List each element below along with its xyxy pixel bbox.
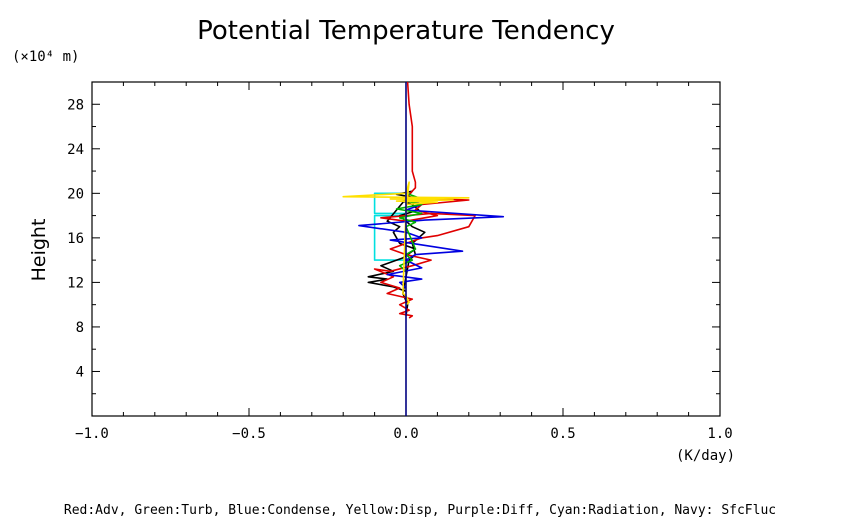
x-tick-label: 0.0 — [393, 426, 418, 442]
y-tick-label: 4 — [76, 364, 84, 380]
series-line-blue — [358, 198, 505, 289]
y-tick-label: 24 — [67, 142, 84, 158]
y-tick-label: 8 — [76, 320, 84, 336]
y-tick-label: 20 — [67, 186, 84, 202]
legend-caption: Red:Adv, Green:Turb, Blue:Condense, Yell… — [64, 503, 776, 518]
y-tick-label: 16 — [67, 231, 84, 247]
x-tick-label: 0.5 — [550, 426, 575, 442]
x-tick-label: −0.5 — [232, 426, 266, 442]
x-tick-label: 1.0 — [707, 426, 732, 442]
y-unit-label: (×10⁴ m) — [12, 49, 79, 65]
x-axis-label: (K/day) — [676, 448, 735, 464]
x-tick-label: −1.0 — [75, 426, 109, 442]
chart-title: Potential Temperature Tendency — [197, 16, 615, 46]
y-axis-label: Height — [28, 219, 50, 282]
y-tick-label: 28 — [67, 97, 84, 113]
plot-area: −1.0 −0.5 0.0 0.5 1.0 4 8 12 16 20 24 28 — [67, 81, 733, 442]
y-tick-label: 12 — [67, 275, 84, 291]
series-line-red — [373, 81, 476, 319]
